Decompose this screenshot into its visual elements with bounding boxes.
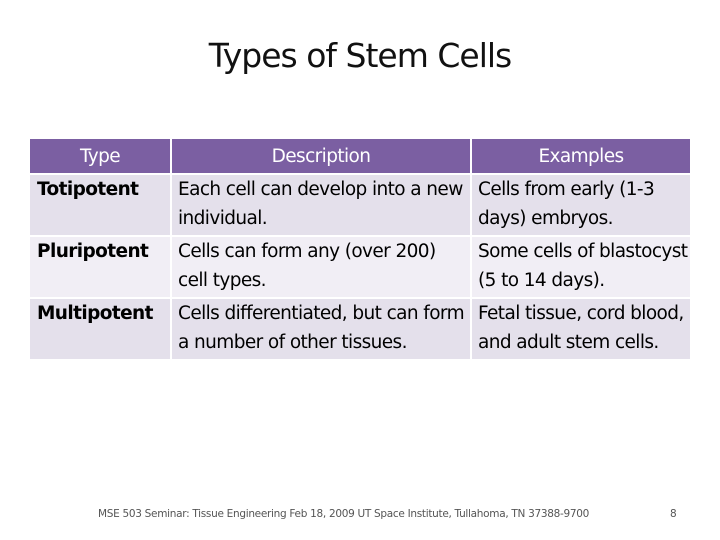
slide-title: Types of Stem Cells	[208, 36, 512, 75]
cell-description: Cells differentiated, but can form a num…	[172, 299, 472, 361]
table-header-row: Type Description Examples	[30, 139, 690, 175]
cell-description: Each cell can develop into a new individ…	[172, 175, 472, 237]
slide-footer: MSE 503 Seminar: Tissue Engineering Feb …	[98, 508, 590, 520]
table-row: Pluripotent Cells can form any (over 200…	[30, 237, 690, 299]
header-examples: Examples	[472, 139, 690, 175]
table-row: Multipotent Cells differentiated, but ca…	[30, 299, 690, 361]
header-type: Type	[30, 139, 172, 175]
cell-description: Cells can form any (over 200) cell types…	[172, 237, 472, 299]
header-description: Description	[172, 139, 472, 175]
cell-type: Multipotent	[30, 299, 172, 361]
cell-examples: Fetal tissue, cord blood, and adult stem…	[472, 299, 690, 361]
table-row: Totipotent Each cell can develop into a …	[30, 175, 690, 237]
cell-examples: Some cells of blastocyst (5 to 14 days).	[472, 237, 690, 299]
cell-type: Pluripotent	[30, 237, 172, 299]
cell-type: Totipotent	[30, 175, 172, 237]
stem-cell-types-table: Type Description Examples Totipotent Eac…	[30, 139, 690, 361]
cell-examples: Cells from early (1-3 days) embryos.	[472, 175, 690, 237]
page-number: 8	[670, 508, 677, 520]
